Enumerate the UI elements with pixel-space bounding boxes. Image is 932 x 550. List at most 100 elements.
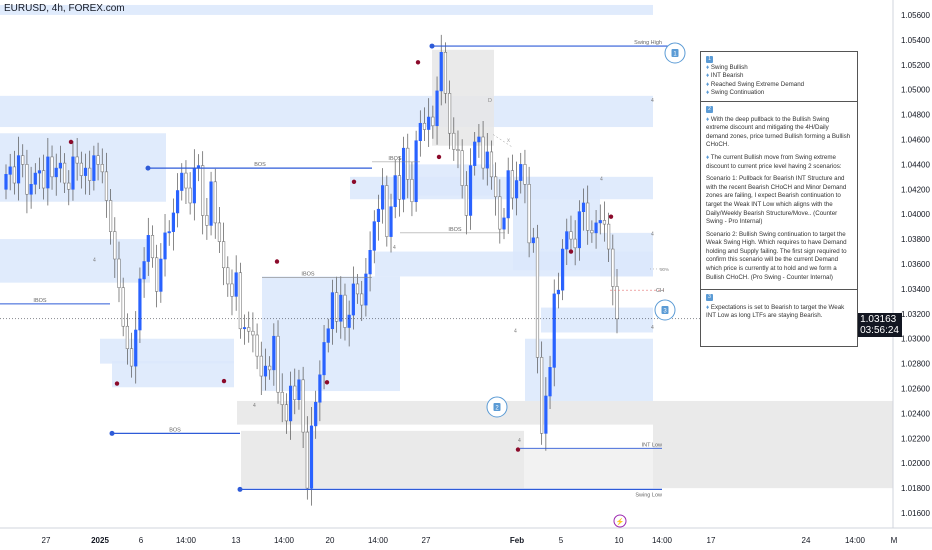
time-tick-label: 17: [707, 536, 716, 545]
zone-marker-label: 4: [600, 177, 603, 183]
zone-rect: [403, 164, 494, 196]
pivot-marker: [436, 154, 442, 160]
bull-candle: [263, 365, 268, 377]
bear-candle: [460, 150, 464, 186]
zone-rect: [241, 430, 524, 489]
bull-candle: [46, 156, 50, 189]
zone-rect: [524, 448, 653, 489]
bear-candle: [590, 230, 594, 234]
zone-rect: [541, 307, 653, 333]
price-axis[interactable]: 1.05600 1.05400 1.05200 1.05000 1.04800 1.046…: [892, 0, 932, 550]
bear-candle: [125, 325, 129, 349]
countdown-value: 03:56:24: [860, 325, 899, 336]
bull-candle: [288, 385, 293, 422]
zone-rect: [0, 239, 150, 283]
bear-candle: [293, 385, 297, 401]
bear-candle: [96, 155, 100, 165]
price-tick-label: 1.04400: [901, 160, 930, 169]
bull-candle: [519, 164, 523, 181]
note-paragraph-text: With the deep pullback to the Bullish Sw…: [706, 115, 851, 149]
symbol-legend[interactable]: EURUSD, 4h, FOREX.com: [4, 3, 125, 14]
bull-candle: [376, 208, 381, 222]
bull-candle: [163, 232, 167, 260]
bear-candle: [615, 286, 619, 320]
bull-candle: [322, 342, 326, 376]
diamond-icon: ♦: [706, 80, 710, 88]
bear-candle: [88, 167, 92, 181]
time-tick-label: 10: [615, 536, 624, 545]
ibos-upper-label: IBOS: [388, 156, 401, 162]
note-paragraph: ♦ The current Bullish move from Swing ex…: [706, 154, 852, 171]
bear-candle: [494, 176, 498, 198]
bull-candle: [330, 292, 335, 330]
ibos-right-label: IBOS: [448, 227, 461, 233]
bear-candle: [213, 181, 217, 224]
zone-rect: [525, 338, 653, 401]
bear-candle: [335, 292, 339, 322]
bos-lower-point: [109, 430, 115, 436]
note-item-text: INT Bearish: [710, 72, 744, 80]
bear-candle: [205, 215, 209, 226]
bear-candle: [343, 294, 347, 328]
bear-candle: [117, 258, 121, 288]
note-paragraph: Scenario 2: Bullish Swing continuation t…: [706, 230, 847, 281]
time-axis[interactable]: 27 2025 6 14:00 13 14:00 20 14:00 27 Feb 5 10 14:00 1…: [0, 514, 932, 545]
zone-marker-label: 4: [651, 98, 654, 104]
time-tick-label: Feb: [510, 536, 524, 545]
bear-candle: [284, 404, 288, 422]
callout-1-number: 1: [673, 52, 677, 58]
bear-candle: [489, 151, 494, 178]
structure-layer: Swing High Swing Low INT Low BOS BOS IBOS IBOS…: [0, 40, 893, 498]
bull-candle: [314, 401, 318, 427]
bull-candle: [381, 185, 385, 210]
section-number-badge: 2: [706, 105, 713, 113]
zone-marker-label: 4: [93, 258, 96, 264]
note-item: ♦ Swing Bullish: [706, 64, 852, 73]
pivot-marker: [415, 60, 421, 65]
callout-2-number: 2: [495, 406, 499, 412]
bull-candle: [502, 217, 506, 230]
note-item-text: Swing Continuation: [710, 89, 765, 97]
pivot-marker: [68, 139, 74, 145]
pivot-marker: [608, 214, 614, 219]
bear-candle: [280, 391, 284, 406]
time-tick-label: 14:00: [845, 536, 866, 545]
bear-candle: [602, 220, 607, 225]
pivot-marker: [221, 378, 227, 384]
section-number-badge: 1: [706, 56, 713, 63]
bull-candle: [577, 211, 581, 249]
zone-rect: [0, 133, 166, 202]
callout-1-badge: [671, 49, 679, 57]
bull-candle: [83, 167, 88, 176]
note-item: ♦ INT Bearish: [706, 72, 852, 81]
zone-marker-label: 4: [514, 328, 517, 334]
bear-candle: [360, 293, 364, 306]
bear-candle: [535, 237, 540, 358]
bear-candle: [201, 165, 205, 216]
bull-candle: [159, 258, 163, 292]
bear-candle: [611, 248, 615, 287]
current-price-value: 1.03163: [860, 314, 897, 325]
bear-candle: [75, 156, 79, 164]
price-tick-label: 1.05200: [901, 61, 930, 70]
price-tick-label: 1.03000: [901, 335, 930, 344]
time-tick-label: M: [891, 536, 898, 545]
bull-candle: [180, 172, 184, 191]
bull-candle: [435, 90, 439, 127]
diamond-icon: ♦: [706, 63, 710, 71]
analysis-note-panel[interactable]: 1 ♦ Swing Bullish ♦ INT Bearish ♦ Reache…: [700, 51, 858, 347]
bull-candle: [175, 190, 180, 214]
bear-candle: [62, 162, 67, 184]
time-tick-label: 5: [559, 536, 564, 545]
bear-candle: [184, 172, 188, 189]
price-tick-label: 1.02400: [901, 409, 930, 418]
bear-candle: [12, 166, 16, 184]
bull-candle: [33, 172, 37, 185]
bull-candle: [372, 221, 376, 251]
bull-candle: [477, 136, 481, 143]
bull-candle: [309, 425, 314, 489]
bear-candle: [510, 170, 514, 199]
bull-candle: [544, 395, 548, 434]
bull-candle: [134, 329, 138, 367]
